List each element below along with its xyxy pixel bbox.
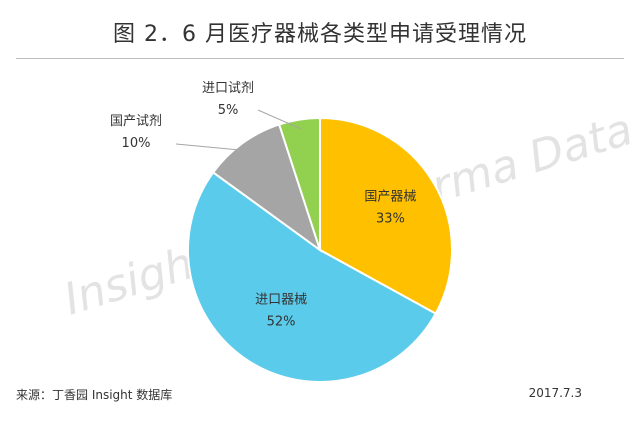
pie-slice: [319, 116, 453, 315]
slice-category-label: 国产试剂: [110, 114, 162, 129]
chart-title: 图 2．6 月医疗器械各类型申请受理情况: [113, 22, 527, 47]
footer-source: 来源：丁香园 Insight 数据库: [16, 388, 173, 402]
leader-line: [175, 143, 248, 152]
slice-category-label: 国产器械: [364, 189, 416, 204]
slice-value-label: 5%: [218, 103, 239, 118]
slice-value-label: 52%: [267, 314, 296, 329]
pie-slice: [277, 116, 321, 251]
slice-category-label: 进口试剂: [202, 81, 254, 96]
pie-slice: [186, 171, 438, 384]
footer-date: 2017.7.3: [528, 386, 582, 400]
slice-value-label: 33%: [376, 211, 405, 226]
pie-slice: [211, 123, 322, 253]
slice-value-label: 10%: [122, 136, 151, 151]
leader-line: [257, 109, 302, 130]
title-divider: [16, 58, 624, 59]
slice-category-label: 进口器械: [255, 292, 307, 307]
